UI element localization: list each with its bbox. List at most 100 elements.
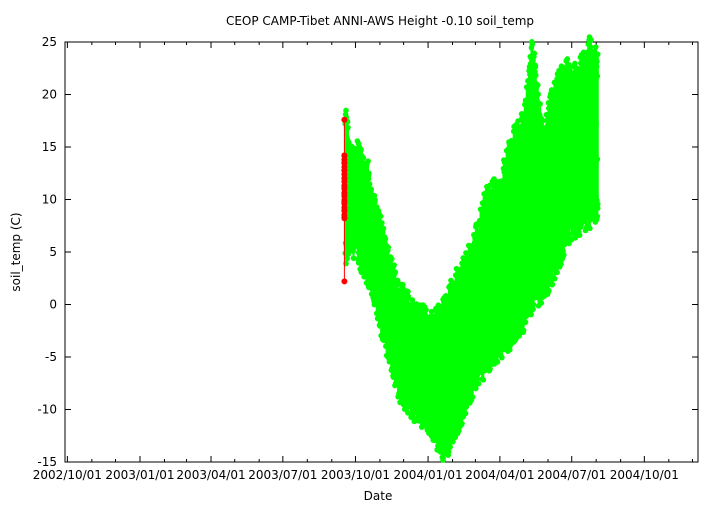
data-point xyxy=(343,107,349,114)
data-point xyxy=(475,380,482,387)
data-point xyxy=(588,37,594,43)
data-point xyxy=(463,404,470,410)
data-point xyxy=(385,244,392,251)
y-tick-label: -10 xyxy=(37,403,57,417)
data-point xyxy=(546,287,552,294)
data-point xyxy=(535,91,541,98)
data-point xyxy=(380,225,387,232)
data-point xyxy=(440,455,446,461)
data-point xyxy=(382,236,389,242)
y-axis-label: soil_temp (C) xyxy=(9,212,23,291)
flagged-point xyxy=(341,152,348,159)
data-point xyxy=(528,311,534,318)
data-point xyxy=(572,60,578,67)
x-tick-label: 2004/04/01 xyxy=(465,468,534,482)
data-point xyxy=(405,410,411,416)
data-point xyxy=(540,117,546,124)
data-point xyxy=(564,56,571,62)
flagged-point xyxy=(341,278,348,285)
data-point xyxy=(522,319,529,326)
data-point xyxy=(371,192,378,199)
data-point xyxy=(537,101,543,107)
data-point xyxy=(459,420,465,427)
data-point xyxy=(345,251,352,257)
data-point xyxy=(554,269,560,276)
x-tick-label: 2004/01/01 xyxy=(393,468,462,482)
data-point xyxy=(388,256,395,262)
data-point xyxy=(480,376,487,383)
data-point xyxy=(594,201,601,207)
data-point xyxy=(523,313,530,320)
x-tick-label: 2003/07/01 xyxy=(248,468,317,482)
data-point xyxy=(462,410,469,417)
y-tick-label: 0 xyxy=(49,298,57,312)
data-point xyxy=(531,50,538,57)
x-axis-label: Date xyxy=(364,489,393,503)
data-point xyxy=(530,301,537,308)
data-point xyxy=(405,288,411,295)
x-tick-label: 2004/10/01 xyxy=(610,468,679,482)
data-point xyxy=(405,293,412,300)
data-point xyxy=(594,213,601,220)
data-point xyxy=(594,205,601,211)
series-soil-temp xyxy=(342,34,601,463)
data-point xyxy=(594,51,601,58)
data-point xyxy=(391,262,397,268)
data-point xyxy=(350,255,357,261)
data-point xyxy=(394,277,401,284)
data-point xyxy=(532,63,539,70)
data-point xyxy=(533,72,539,79)
data-point xyxy=(551,275,558,282)
y-tick-label: 20 xyxy=(42,88,57,102)
x-tick-label: 2002/10/01 xyxy=(33,468,102,482)
data-point xyxy=(515,118,521,124)
data-point xyxy=(538,300,545,306)
x-tick-label: 2003/01/01 xyxy=(105,468,174,482)
data-point xyxy=(345,124,351,131)
data-point xyxy=(520,327,527,334)
data-point xyxy=(592,44,599,50)
data-point xyxy=(450,438,456,445)
flagged-point xyxy=(341,116,348,123)
data-point xyxy=(456,427,462,434)
x-tick-label: 2004/07/01 xyxy=(537,468,606,482)
data-point xyxy=(372,197,378,203)
data-point xyxy=(530,306,536,312)
data-point xyxy=(558,261,564,267)
data-point xyxy=(561,252,567,258)
y-tick-label: 10 xyxy=(42,193,57,207)
data-point xyxy=(487,366,493,372)
data-point xyxy=(360,155,367,161)
data-point xyxy=(473,385,479,392)
data-point xyxy=(587,225,593,232)
data-point xyxy=(365,158,371,164)
data-point xyxy=(529,41,536,48)
data-point xyxy=(494,359,501,365)
y-tick-label: -15 xyxy=(37,455,57,469)
data-point xyxy=(447,444,453,450)
data-point xyxy=(549,281,556,288)
data-point xyxy=(344,255,350,262)
data-point xyxy=(368,186,375,192)
data-point xyxy=(366,181,373,187)
data-point xyxy=(366,170,372,177)
data-point xyxy=(358,146,364,153)
data-point xyxy=(576,232,583,239)
data-point xyxy=(469,394,476,400)
data-point xyxy=(445,449,452,455)
chart-title: CEOP CAMP-Tibet ANNI-AWS Height -0.10 so… xyxy=(226,14,534,28)
data-point xyxy=(392,269,399,275)
data-point xyxy=(499,354,505,361)
x-tick-label: 2003/10/01 xyxy=(321,468,390,482)
y-tick-label: 5 xyxy=(49,245,57,259)
data-point xyxy=(423,307,429,313)
data-point xyxy=(379,220,385,226)
y-tick-label: -5 xyxy=(45,350,57,364)
y-tick-label: 15 xyxy=(42,140,57,154)
x-tick-label: 2003/04/01 xyxy=(176,468,245,482)
data-point xyxy=(377,213,384,220)
y-tick-label: 25 xyxy=(42,35,57,49)
